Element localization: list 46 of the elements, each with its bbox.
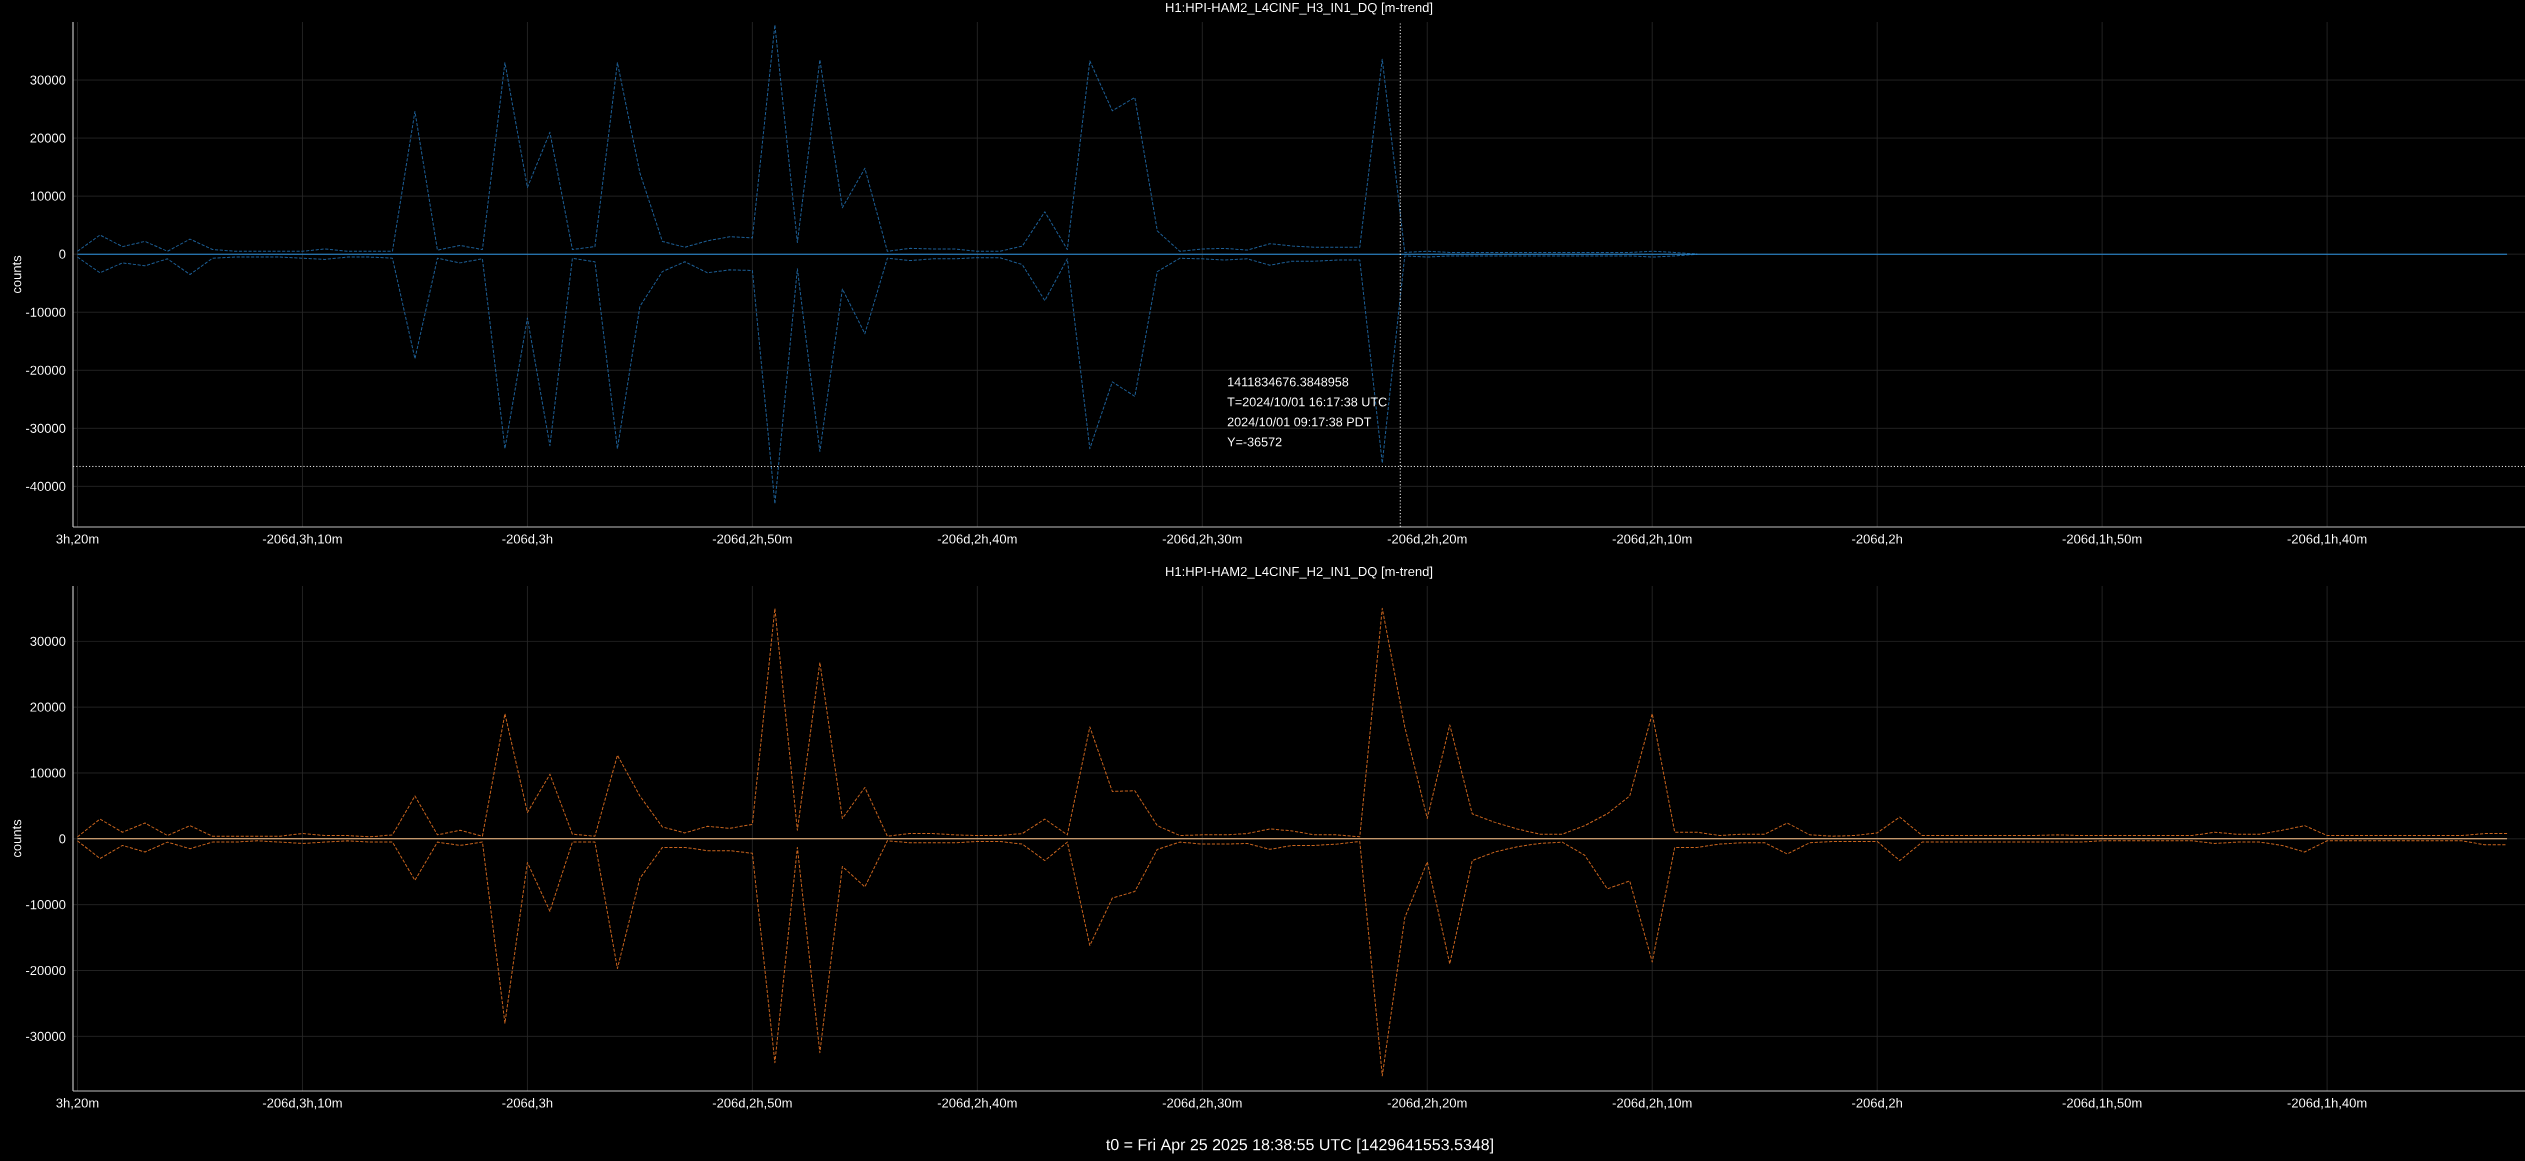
y-tick-label: 20000	[30, 133, 66, 143]
x-tick-label: -206d,3h	[502, 534, 553, 546]
annotation: T=2024/10/01 16:17:38 UTC	[1227, 397, 1387, 407]
x-tick-label: -206d,2h,40m	[937, 534, 1017, 546]
x-tick-label: -206d,1h,40m	[2287, 534, 2367, 546]
x-tick-label: -206d,3h,10m	[262, 1098, 342, 1110]
x-tick-label: -206d,2h	[1852, 534, 1902, 546]
x-tick-label: 3h,20m	[56, 1098, 99, 1110]
x-tick-label: -206d,1h,40m	[2287, 1098, 2367, 1110]
y-axis-title: counts	[12, 819, 22, 858]
y-tick-label: -10000	[26, 307, 66, 317]
x-tick-label: 3h,20m	[56, 534, 99, 546]
x-tick-label: -206d,2h,50m	[712, 534, 792, 546]
annotation: Y=-36572	[1227, 437, 1282, 447]
y-tick-label: 0	[59, 249, 66, 259]
y-tick-label: 10000	[30, 768, 66, 778]
y-tick-label: -30000	[26, 423, 66, 433]
x-tick-label: -206d,3h	[502, 1098, 553, 1110]
x-tick-label: -206d,2h,50m	[712, 1098, 792, 1110]
x-tick-label: -206d,2h,10m	[1612, 1098, 1692, 1110]
y-tick-label: -40000	[26, 481, 66, 491]
x-tick-label: -206d,2h,30m	[1162, 534, 1242, 546]
y-tick-label: 20000	[30, 702, 66, 712]
y-axis-title: counts	[12, 255, 22, 294]
annotation: 2024/10/01 09:17:38 PDT	[1227, 417, 1372, 427]
y-tick-label: 10000	[30, 191, 66, 201]
y-tick-label: -20000	[26, 965, 66, 976]
x-tick-label: -206d,1h,50m	[2062, 534, 2142, 546]
x-tick-label: -206d,2h,40m	[937, 1098, 1017, 1110]
y-tick-label: 30000	[30, 636, 66, 646]
x-tick-label: -206d,2h,20m	[1387, 1098, 1467, 1110]
y-tick-label: -30000	[26, 1031, 66, 1041]
x-tick-label: -206d,1h,50m	[2062, 1098, 2142, 1110]
x-tick-label: -206d,3h,10m	[262, 534, 342, 546]
y-tick-label: 30000	[30, 75, 66, 85]
y-tick-label: -20000	[26, 365, 66, 375]
annotation: 1411834676.3848958	[1228, 377, 1349, 387]
x-tick-label: -206d,2h,20m	[1387, 534, 1467, 546]
chart-title: H1:HPI-HAM2_L4CINF_H2_IN1_DQ [m-trend]	[1166, 566, 1433, 579]
y-tick-label: 0	[59, 834, 66, 844]
x-tick-label: -206d,2h	[1852, 1098, 1902, 1110]
text: t0 = Fri Apr 25 2025 18:38:55 UTC [1429641553.5348]	[1106, 1138, 1493, 1154]
y-tick-label: -10000	[26, 900, 66, 910]
x-tick-label: -206d,2h,10m	[1612, 534, 1692, 546]
chart-title: H1:HPI-HAM2_L4CINF_H3_IN1_DQ [m-trend]	[1166, 2, 1433, 15]
x-tick-label: -206d,2h,30m	[1162, 1098, 1242, 1110]
